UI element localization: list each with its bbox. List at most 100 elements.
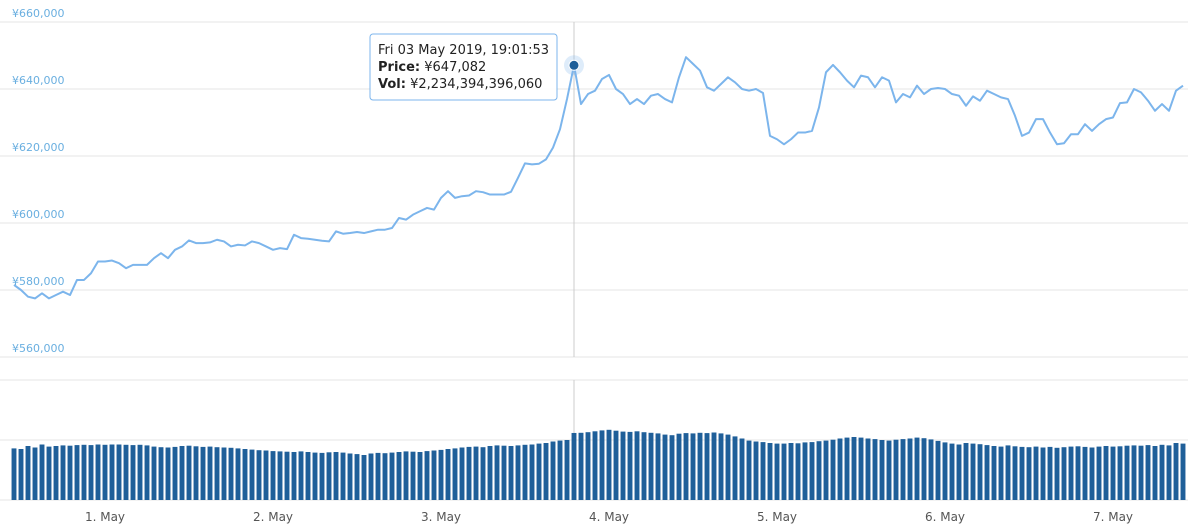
volume-bar: [256, 450, 262, 500]
volume-bar: [18, 449, 24, 500]
volume-bar: [1075, 446, 1081, 500]
volume-bar: [550, 441, 556, 500]
volume-bars: [11, 429, 1186, 500]
volume-bar: [319, 452, 325, 500]
volume-bar: [410, 451, 416, 500]
volume-bar: [1103, 446, 1109, 500]
volume-bar: [1166, 445, 1172, 500]
volume-bar: [613, 430, 619, 500]
x-tick-label: 3. May: [421, 510, 461, 524]
tooltip-label: Price:: [378, 60, 420, 75]
volume-bar: [438, 449, 444, 500]
volume-bar: [46, 446, 52, 500]
volume-bar: [578, 432, 584, 500]
y-tick-label: ¥560,000: [12, 342, 65, 355]
volume-bar: [865, 438, 871, 500]
volume-bar: [172, 446, 178, 500]
volume-bar: [270, 451, 276, 500]
volume-bar: [1180, 443, 1186, 500]
tooltip-label: Vol:: [378, 77, 406, 92]
volume-bar: [641, 432, 647, 500]
volume-bar: [1019, 446, 1025, 500]
volume-bar: [102, 444, 108, 500]
grid: [0, 21, 1188, 501]
volume-bar: [522, 444, 528, 500]
volume-bar: [515, 445, 521, 500]
volume-bar: [1005, 445, 1011, 500]
volume-bar: [956, 444, 962, 500]
volume-bar: [760, 442, 766, 500]
volume-bar: [207, 446, 213, 500]
volume-bar: [627, 431, 633, 500]
volume-bar: [1026, 447, 1032, 500]
volume-bar: [375, 452, 381, 500]
volume-bar: [501, 445, 507, 500]
volume-bar: [480, 447, 486, 500]
x-tick-label: 4. May: [589, 510, 629, 524]
volume-bar: [214, 447, 220, 500]
volume-bar: [1089, 447, 1095, 500]
volume-bar: [795, 443, 801, 500]
volume-bar: [998, 446, 1004, 500]
volume-bar: [249, 449, 255, 500]
volume-bar: [1012, 446, 1018, 500]
volume-bar: [963, 443, 969, 500]
volume-bar: [1173, 443, 1179, 500]
volume-bar: [151, 446, 157, 500]
volume-bar: [291, 452, 297, 500]
volume-bar: [802, 442, 808, 500]
tooltip-title: Fri 03 May 2019, 19:01:53: [378, 43, 549, 58]
volume-bar: [557, 440, 563, 500]
volume-bar: [830, 439, 836, 500]
price-line-layer: [13, 55, 1184, 300]
volume-bar: [634, 431, 640, 500]
volume-bar: [592, 431, 598, 500]
volume-bar: [1054, 447, 1060, 500]
volume-bar: [1117, 446, 1123, 500]
tooltip-row: Vol: ¥2,234,394,396,060: [378, 77, 542, 92]
volume-bar: [389, 452, 395, 500]
volume-bar: [382, 453, 388, 500]
volume-bar: [312, 452, 318, 500]
volume-bar: [263, 450, 269, 500]
y-tick-label: ¥640,000: [12, 74, 65, 87]
volume-bar: [900, 439, 906, 500]
volume-bar: [354, 454, 360, 500]
volume-bar: [1096, 446, 1102, 500]
volume-bar: [1159, 444, 1165, 500]
volume-bar: [774, 443, 780, 500]
volume-bar: [725, 434, 731, 500]
volume-bar: [67, 445, 73, 500]
volume-bar: [1040, 447, 1046, 500]
volume-bar: [1145, 445, 1151, 500]
volume-bar: [949, 443, 955, 500]
volume-bar: [851, 437, 857, 500]
volume-bar: [1047, 446, 1053, 500]
volume-bar: [662, 434, 668, 500]
volume-bar: [704, 433, 710, 500]
volume-bar: [844, 437, 850, 500]
volume-bar: [1082, 446, 1088, 500]
volume-bar: [165, 447, 171, 500]
price-line: [13, 56, 1184, 300]
y-tick-label: ¥580,000: [12, 275, 65, 288]
volume-bar: [137, 444, 143, 500]
volume-bar: [452, 448, 458, 500]
volume-bar: [984, 445, 990, 500]
volume-bar: [95, 444, 101, 500]
volume-bar: [928, 439, 934, 500]
volume-bar: [417, 452, 423, 500]
volume-bar: [424, 451, 430, 500]
volume-bar: [60, 445, 66, 500]
volume-bar: [1152, 446, 1158, 500]
y-tick-label: ¥620,000: [12, 141, 65, 154]
tooltip-box: [369, 33, 558, 101]
volume-bar: [536, 443, 542, 500]
volume-bar: [1124, 445, 1130, 500]
volume-bar: [697, 432, 703, 500]
volume-bar: [298, 451, 304, 500]
volume-bar: [305, 452, 311, 500]
volume-bar: [459, 447, 465, 500]
volume-bar: [193, 446, 199, 500]
hover-marker: [568, 59, 580, 71]
